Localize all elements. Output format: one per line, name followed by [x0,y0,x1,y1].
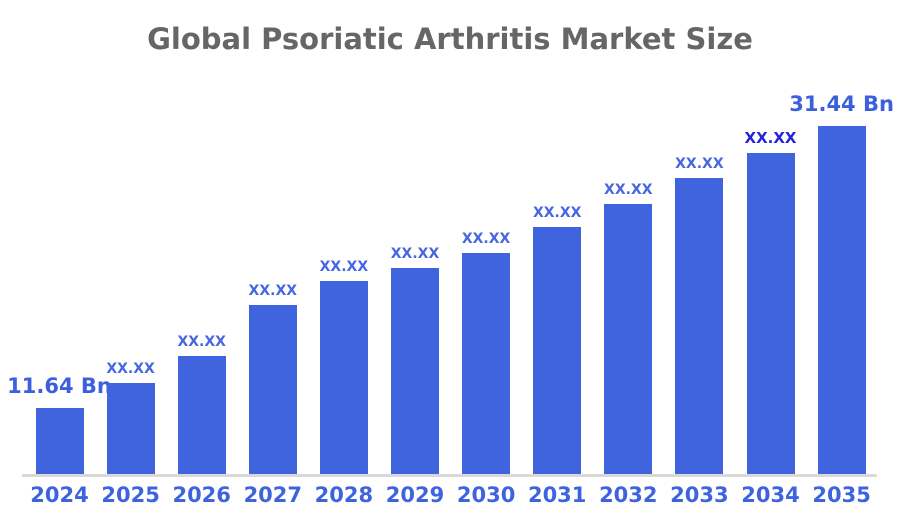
x-axis-tick-label-2030: 2030 [456,483,516,507]
bar-2029 [391,268,439,474]
bar-value-label-2032: XX.XX [604,182,653,198]
bar-value-label-2027: XX.XX [248,283,298,299]
bar-2033 [675,178,724,474]
bar-2024 [35,408,84,474]
bar-value-label-2024: 11.64 Bn [7,374,112,398]
bar-value-label-2030: XX.XX [461,231,511,247]
bar-2030 [462,253,511,474]
bar-value-label-2028: XX.XX [319,259,369,275]
bar-2027 [248,305,297,474]
bar-2035 [817,126,866,474]
x-axis-tick-label-2027: 2027 [243,483,303,507]
bar-value-label-2031: XX.XX [532,205,582,221]
x-axis-tick-label-2035: 2035 [812,483,871,507]
bar-2032 [604,204,653,474]
bar-value-label-2033: XX.XX [675,156,724,172]
x-axis-line [22,474,877,477]
x-axis-tick-label-2033: 2033 [670,483,729,507]
x-axis-tick-label-2025: 2025 [101,483,160,507]
chart-title: Global Psoriatic Arthritis Market Size [147,22,753,56]
x-axis-tick-label-2032: 2032 [599,483,658,507]
bar-value-label-2025: XX.XX [106,361,155,377]
x-axis-tick-label-2026: 2026 [172,483,231,507]
bar-2031 [533,227,582,474]
x-axis-tick-label-2031: 2031 [527,483,587,507]
bar-2028 [319,281,368,474]
x-axis-tick-label-2028: 2028 [314,483,374,507]
bar-value-label-2035: 31.44 Bn [789,92,894,116]
bar-value-label-2026: XX.XX [177,334,226,350]
bar-2025 [106,383,155,474]
bar-2026 [177,356,226,474]
bar-2034 [746,153,795,474]
x-axis-tick-label-2034: 2034 [741,483,800,507]
bar-value-label-2034: XX.XX [744,129,797,147]
x-axis-tick-label-2029: 2029 [385,483,445,507]
x-axis-tick-label-2024: 2024 [30,483,89,507]
bar-value-label-2029: XX.XX [390,246,440,262]
